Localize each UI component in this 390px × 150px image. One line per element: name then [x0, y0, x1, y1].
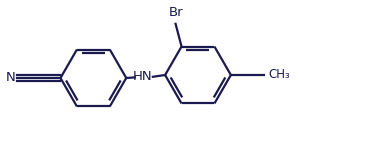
Text: Br: Br [168, 6, 183, 19]
Text: N: N [6, 72, 16, 84]
Text: HN: HN [133, 70, 152, 83]
Text: CH₃: CH₃ [269, 69, 290, 81]
